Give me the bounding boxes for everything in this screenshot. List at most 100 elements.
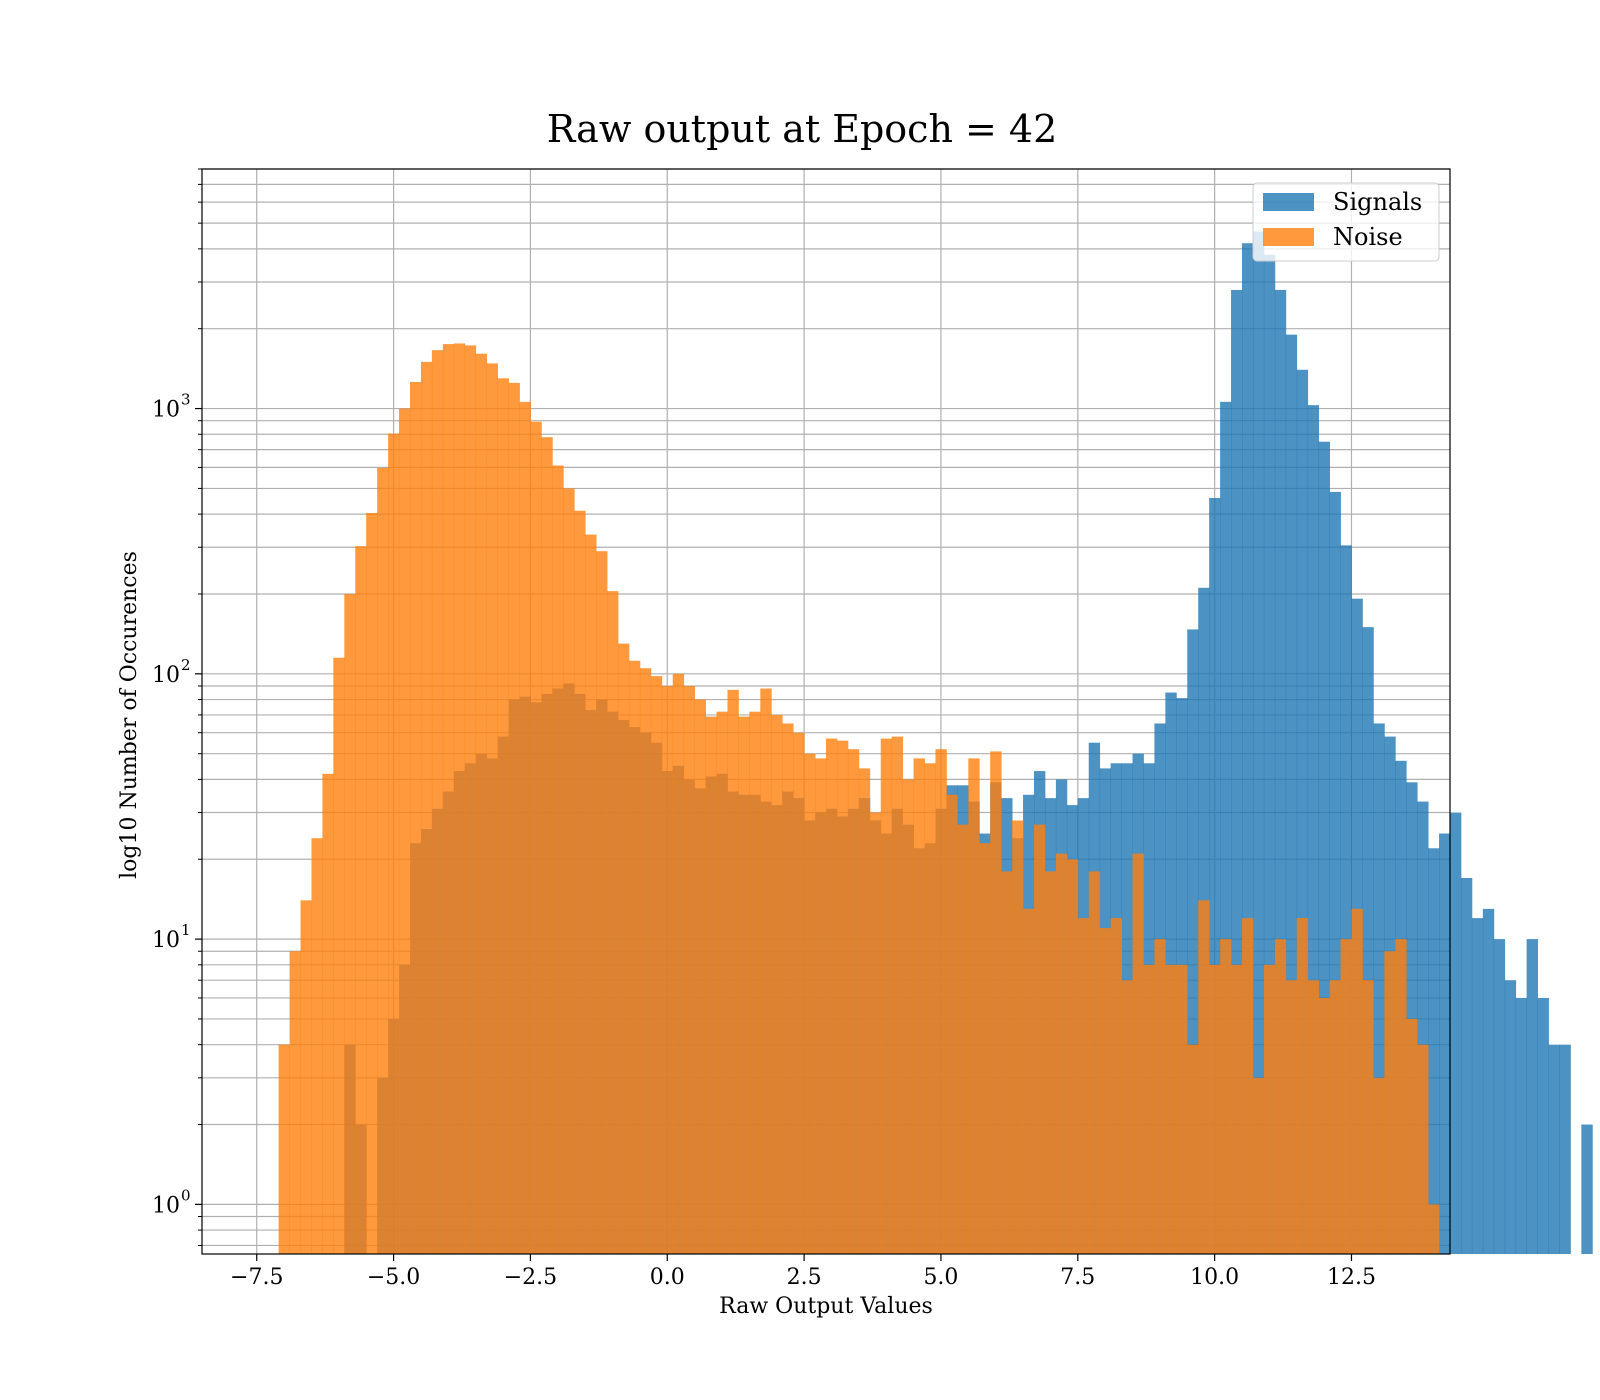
noise-bar	[574, 510, 586, 1255]
noise-bar	[672, 673, 685, 1254]
noise-bar	[979, 843, 991, 1254]
noise-bar	[1242, 918, 1254, 1254]
signals-bar	[1285, 334, 1298, 1254]
x-tick-label: 5.0	[923, 1265, 958, 1290]
noise-bar	[924, 763, 936, 1254]
noise-bar	[278, 1044, 290, 1254]
noise-bar	[716, 711, 728, 1254]
x-tick-label: 2.5	[787, 1265, 822, 1290]
noise-bar	[957, 824, 969, 1254]
noise-bar	[1220, 939, 1232, 1254]
y-tick-label: 10	[152, 1193, 180, 1218]
noise-bar	[388, 433, 400, 1254]
noise-bar	[1198, 900, 1210, 1254]
noise-bar	[344, 593, 356, 1254]
signals-bar	[1581, 1124, 1593, 1254]
noise-bar	[1176, 964, 1188, 1254]
y-tick-label: 10	[152, 928, 180, 953]
noise-bar	[596, 551, 608, 1254]
noise-bar	[420, 361, 433, 1255]
noise-bar	[1318, 997, 1330, 1254]
signals-bar	[1362, 627, 1374, 1254]
noise-bar	[585, 534, 597, 1254]
signals-bar	[1373, 723, 1385, 1254]
signals-bar	[1242, 243, 1254, 1254]
signals-bar	[1274, 289, 1287, 1254]
signals-bar	[1220, 401, 1232, 1254]
y-tick-label: 10	[152, 398, 180, 423]
noise-bar	[650, 676, 663, 1254]
legend-label-signals: Signals	[1333, 188, 1422, 216]
noise-bar	[311, 838, 323, 1254]
noise-bar	[1384, 951, 1396, 1254]
signals-bar	[1252, 231, 1265, 1254]
noise-bar	[990, 751, 1002, 1254]
noise-bar	[738, 716, 750, 1254]
noise-bar	[1329, 980, 1341, 1254]
noise-bar	[858, 768, 871, 1254]
noise-bar	[541, 437, 553, 1254]
signals-bar	[1263, 254, 1276, 1254]
noise-bar	[508, 382, 520, 1255]
signals-bar	[1450, 812, 1462, 1254]
x-tick-label: −2.5	[504, 1265, 557, 1290]
noise-bar	[410, 381, 422, 1255]
y-tick-exponent: 3	[181, 391, 191, 409]
noise-bar	[1044, 871, 1057, 1254]
signals-bar	[1187, 629, 1199, 1254]
noise-bar	[1263, 964, 1276, 1254]
noise-bar	[639, 668, 652, 1254]
noise-bar	[847, 749, 860, 1254]
noise-bar	[333, 657, 345, 1254]
noise-bar	[1340, 939, 1352, 1254]
noise-bar	[464, 345, 477, 1254]
noise-bar	[694, 699, 706, 1254]
signals-bar	[1482, 908, 1495, 1254]
signals-bar	[1526, 939, 1538, 1254]
signals-bar	[1493, 939, 1506, 1254]
noise-bar	[1055, 853, 1068, 1254]
noise-bar	[1428, 1204, 1440, 1254]
noise-bar	[804, 753, 816, 1254]
noise-bar	[815, 758, 827, 1254]
noise-bar	[1274, 939, 1287, 1254]
y-tick-exponent: 0	[181, 1186, 191, 1204]
signals-bar	[1471, 918, 1484, 1254]
noise-bar	[891, 736, 904, 1254]
signals-bar	[1406, 782, 1418, 1254]
noise-bar	[826, 738, 838, 1254]
noise-bar	[486, 363, 498, 1254]
signals-bar	[1460, 877, 1473, 1254]
noise-bar	[1296, 918, 1309, 1254]
x-tick-label: 0.0	[650, 1265, 685, 1290]
noise-bar	[289, 951, 301, 1254]
noise-bar	[497, 378, 509, 1255]
legend-label-noise: Noise	[1333, 223, 1403, 251]
noise-bar	[793, 732, 805, 1254]
noise-bar	[300, 900, 312, 1254]
noise-bar	[968, 758, 980, 1254]
noise-bar	[519, 401, 531, 1254]
signals-bar	[1515, 997, 1528, 1254]
noise-bar	[530, 421, 542, 1254]
x-tick-label: 7.5	[1060, 1265, 1095, 1290]
noise-bar	[1231, 964, 1243, 1254]
signals-bar	[1537, 997, 1549, 1254]
noise-bar	[1252, 1077, 1265, 1254]
noise-bar	[749, 711, 761, 1254]
x-axis-label: Raw Output Values	[719, 1294, 933, 1319]
noise-bar	[836, 740, 849, 1254]
noise-bar	[1088, 871, 1101, 1254]
noise-bar	[1362, 980, 1374, 1254]
noise-bar	[442, 344, 455, 1254]
legend-swatch-signals	[1263, 193, 1314, 211]
signals-bar	[1417, 801, 1429, 1254]
legend-swatch-noise	[1263, 228, 1314, 246]
noise-bar	[1066, 859, 1079, 1254]
noise-bar	[782, 723, 794, 1254]
noise-bar	[1099, 928, 1112, 1254]
noise-bar	[1077, 918, 1090, 1254]
noise-bar	[1209, 964, 1221, 1254]
noise-bar	[1012, 820, 1024, 1254]
